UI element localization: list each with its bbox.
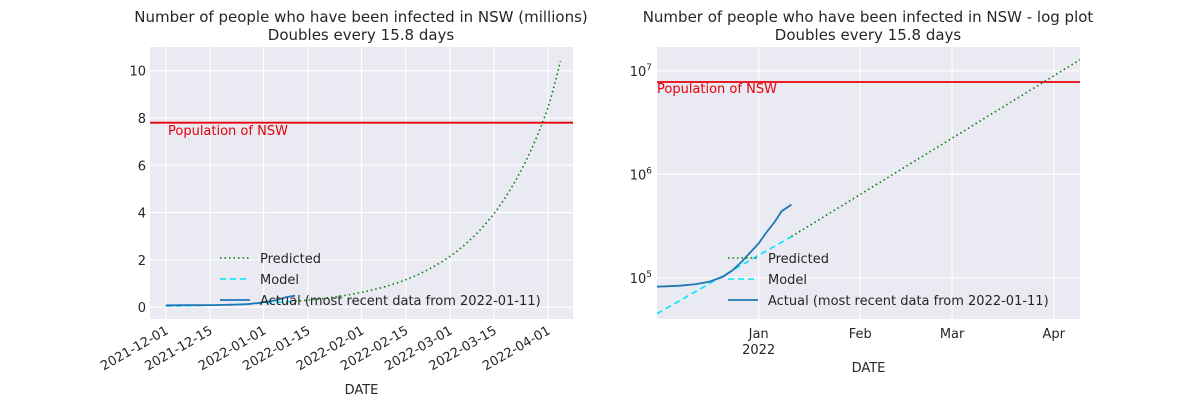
legend-label: Predicted [260, 252, 321, 267]
chart-subtitle: Doubles every 15.8 days [775, 26, 962, 44]
y-tick-label: 10 [129, 65, 146, 80]
series-line-dashed [657, 235, 792, 315]
x-tick-label: Mar [940, 327, 965, 342]
y-tick-label: 106 [630, 166, 653, 183]
x-tick-label: Feb [849, 327, 872, 342]
legend: Predicted Model Actual (most recent data f… [728, 252, 1049, 309]
y-tick-label: 8 [138, 112, 146, 127]
population-label: Population of NSW [657, 82, 777, 97]
chart-1: 2021-12-012021-12-152022-01-012022-01-15… [98, 8, 587, 398]
y-tick-label: 4 [138, 207, 146, 222]
y-tick-label: 6 [138, 159, 146, 174]
y-tick-label: 2 [138, 254, 146, 269]
series-group [657, 59, 1080, 315]
legend-label: Actual (most recent data from 2022-01-11… [260, 294, 541, 309]
series-group [150, 61, 573, 307]
series-line-solid [657, 203, 792, 288]
y-tick-label: 0 [138, 301, 146, 316]
x-tick-label: Jan [748, 327, 769, 342]
population-label: Population of NSW [168, 124, 288, 139]
legend-label: Actual (most recent data from 2022-01-11… [768, 294, 1049, 309]
chart-title: Number of people who have been infected … [643, 8, 1094, 26]
series-line-dotted [295, 61, 562, 303]
legend: Predicted Model Actual (most recent data f… [220, 252, 541, 309]
y-tick-label: 105 [630, 270, 652, 287]
chart-subtitle: Doubles every 15.8 days [268, 26, 455, 44]
chart-title: Number of people who have been infected … [134, 8, 588, 26]
x-axis-label: DATE [345, 383, 379, 398]
x-tick-sublabel: 2022 [742, 343, 775, 358]
legend-label: Predicted [768, 252, 829, 267]
y-tick-label: 107 [630, 63, 652, 80]
legend-label: Model [768, 273, 807, 288]
x-tick-label: Apr [1043, 327, 1066, 342]
x-axis-label: DATE [852, 361, 886, 376]
series-line-solid [165, 294, 296, 307]
legend-label: Model [260, 273, 299, 288]
